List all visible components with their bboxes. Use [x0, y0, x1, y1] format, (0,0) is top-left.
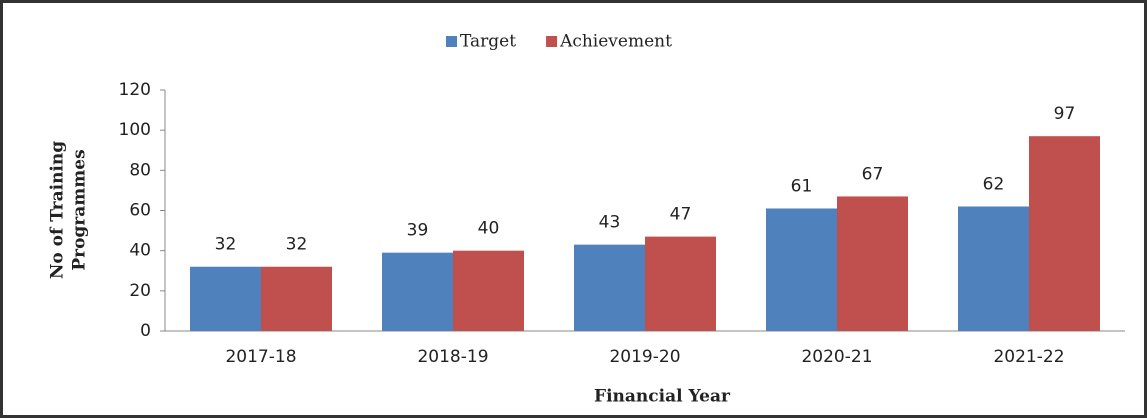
x-tick-label: 2017-18	[225, 347, 296, 367]
bar	[645, 236, 716, 331]
data-label: 61	[791, 176, 813, 196]
y-axis-title-line: Programmes	[70, 149, 90, 270]
y-tick-label: 60	[129, 201, 151, 221]
data-label: 39	[407, 221, 429, 241]
x-tick-label: 2020-21	[801, 347, 872, 367]
y-tick-label: 100	[119, 120, 151, 140]
y-tick-label: 40	[129, 241, 151, 261]
bar	[958, 206, 1029, 331]
bar	[382, 252, 453, 331]
y-tick-label: 0	[140, 321, 151, 341]
bar	[766, 208, 837, 331]
legend-swatch	[446, 36, 457, 47]
y-tick-label: 120	[119, 80, 151, 100]
y-tick-label: 20	[129, 281, 151, 301]
bar	[837, 196, 908, 331]
data-label: 32	[286, 235, 308, 255]
y-axis-title-line: No of Training	[48, 141, 68, 279]
bar	[190, 266, 261, 331]
bar	[261, 266, 332, 331]
x-tick-label: 2018-19	[417, 347, 488, 367]
data-label: 62	[983, 174, 1005, 194]
legend-swatch	[546, 36, 558, 47]
legend-label: Achievement	[559, 32, 672, 52]
bar	[1029, 136, 1100, 331]
bar	[574, 244, 645, 331]
data-label: 32	[215, 235, 237, 255]
y-tick-label: 80	[129, 160, 151, 180]
x-tick-label: 2021-22	[993, 347, 1064, 367]
x-tick-label: 2019-20	[609, 347, 680, 367]
bar	[453, 250, 524, 331]
data-label: 97	[1054, 104, 1076, 124]
data-label: 47	[670, 205, 692, 225]
legend-label: Target	[460, 32, 516, 52]
x-axis-title: Financial Year	[594, 387, 731, 407]
data-label: 40	[478, 219, 500, 239]
data-label: 43	[599, 213, 621, 233]
data-label: 67	[862, 164, 884, 184]
y-axis-title: No of Training Programmes	[48, 141, 90, 279]
